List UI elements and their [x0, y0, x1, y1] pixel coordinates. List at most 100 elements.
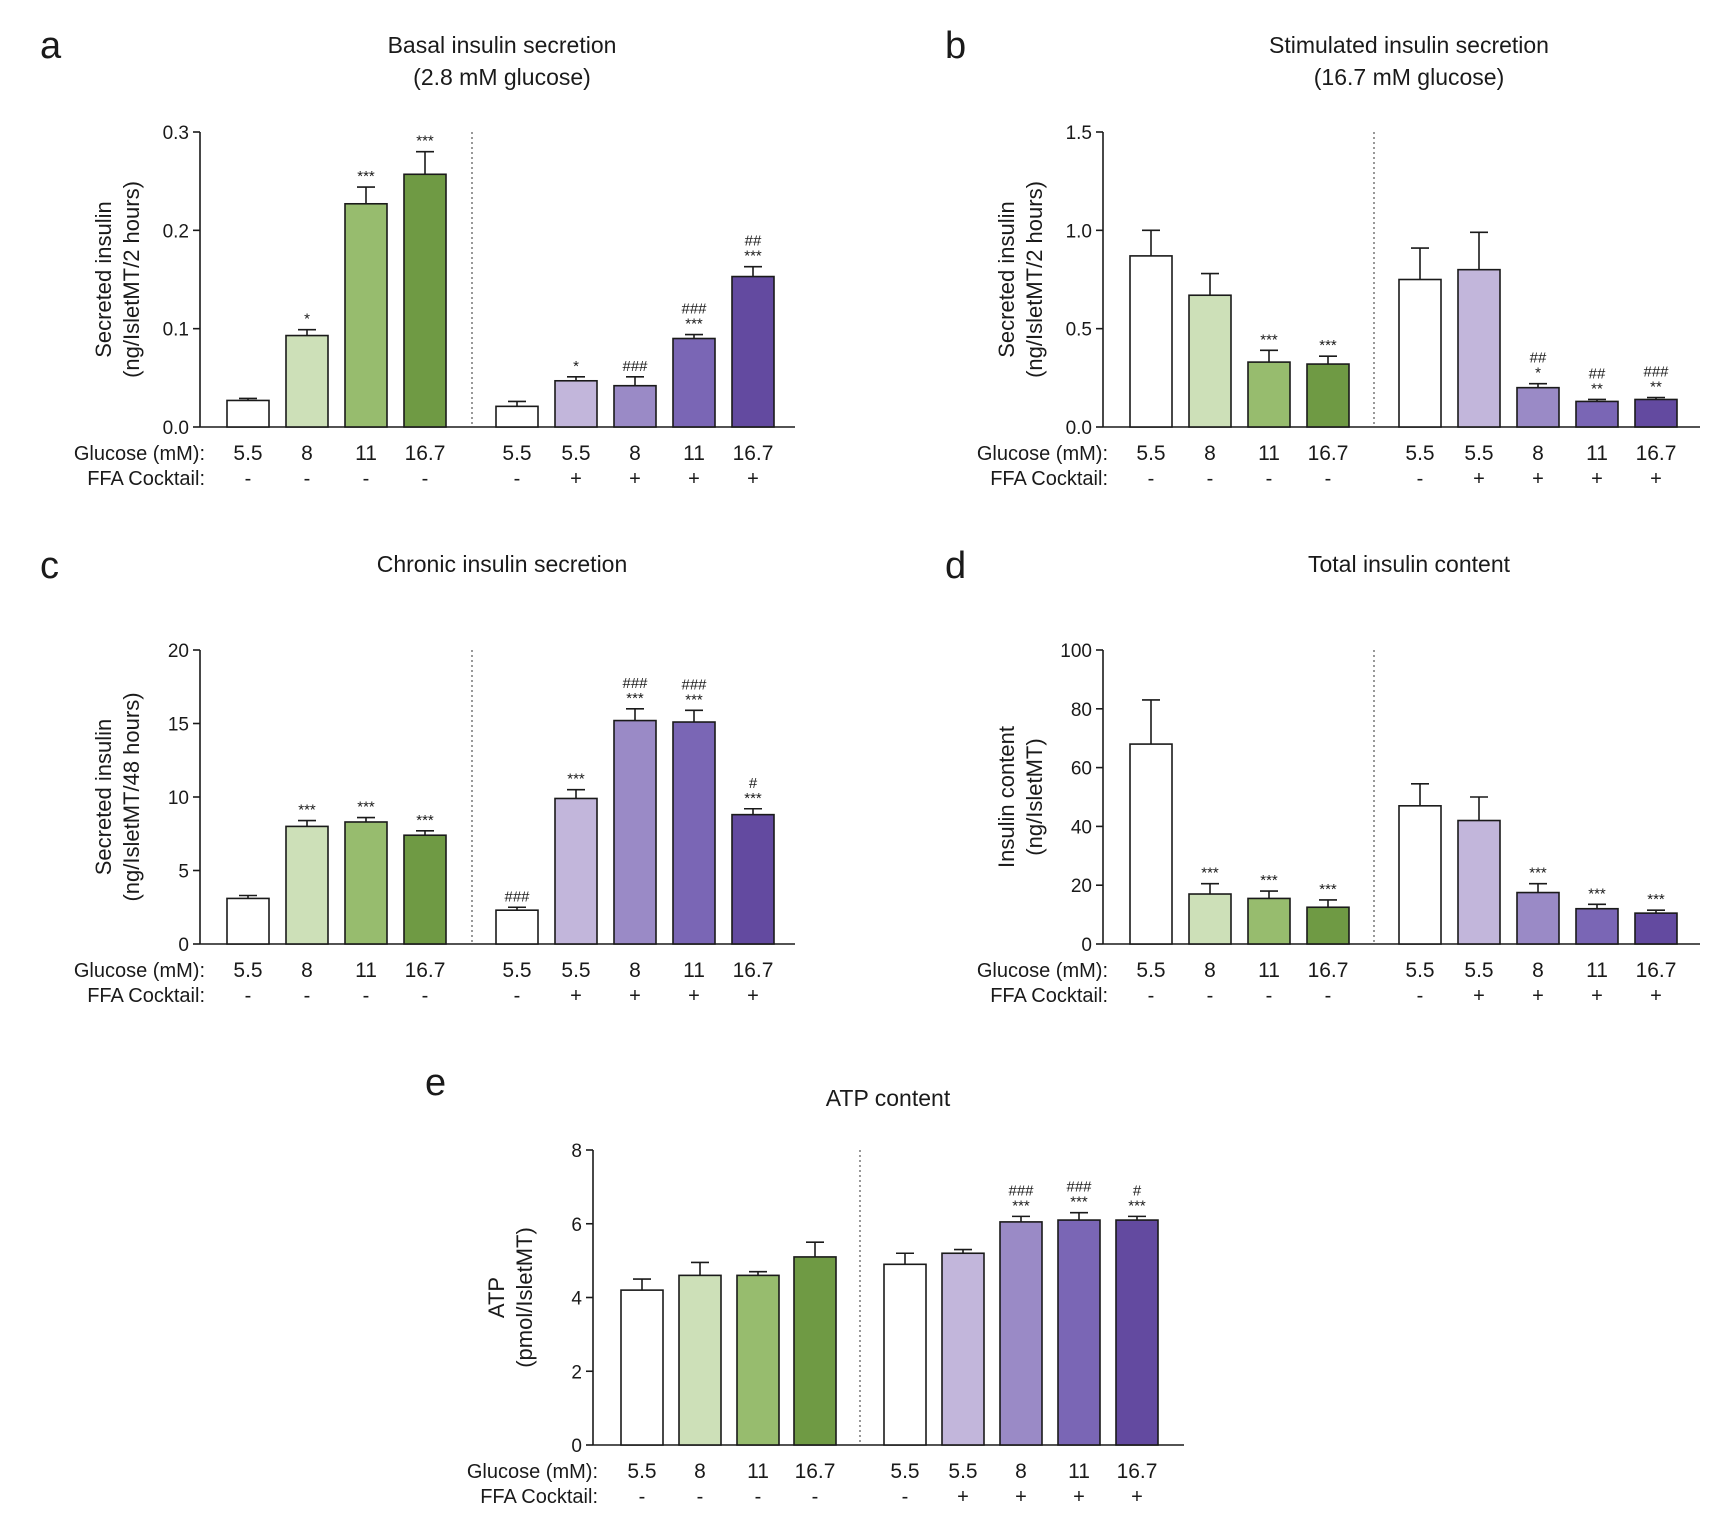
- significance-star: *: [304, 311, 310, 328]
- significance-hash: ###: [681, 301, 707, 318]
- glucose-level-label: 8: [1532, 959, 1544, 982]
- ffa-flag-label: -: [245, 468, 252, 490]
- ffa-flag-label: -: [1417, 468, 1424, 490]
- glucose-level-label: 5.5: [1136, 959, 1165, 982]
- y-tick-label: 0: [1081, 935, 1092, 956]
- glucose-row-label: Glucose (mM):: [74, 443, 205, 465]
- chart-title: (16.7 mM glucose): [1314, 64, 1504, 90]
- y-tick-label: 0.0: [1066, 418, 1092, 439]
- glucose-level-label: 16.7: [795, 1460, 836, 1483]
- bar: [1247, 361, 1291, 428]
- glucose-level-label: 16.7: [1117, 1460, 1158, 1483]
- glucose-level-label: 16.7: [405, 442, 446, 465]
- significance-hash: ###: [1643, 364, 1669, 381]
- bar: [1575, 907, 1619, 945]
- ffa-flag-label: +: [570, 985, 582, 1007]
- bar: [495, 909, 539, 945]
- significance-star: ***: [1588, 885, 1606, 902]
- bar: [1575, 400, 1619, 428]
- bar: [1457, 819, 1501, 945]
- significance-star: ***: [416, 812, 434, 829]
- ffa-flag-label: -: [1207, 985, 1214, 1007]
- significance-hash: ###: [681, 676, 707, 693]
- significance-star: ***: [567, 771, 585, 788]
- y-tick-label: 1.5: [1066, 123, 1092, 144]
- panel-letter: e: [425, 1062, 446, 1104]
- y-tick-label: 2: [571, 1362, 582, 1383]
- significance-star: ***: [357, 799, 375, 816]
- bar: [672, 721, 716, 945]
- ffa-flag-label: +: [629, 468, 641, 490]
- bar: [613, 384, 657, 428]
- ffa-flag-label: +: [570, 468, 582, 490]
- ffa-flag-label: +: [747, 468, 759, 490]
- ffa-row-label: FFA Cocktail:: [87, 985, 205, 1007]
- ffa-flag-label: -: [363, 468, 370, 490]
- ffa-flag-label: +: [1532, 985, 1544, 1007]
- significance-hash: ##: [1530, 350, 1547, 367]
- glucose-row-label: Glucose (mM):: [977, 443, 1108, 465]
- ffa-flag-label: -: [363, 985, 370, 1007]
- bar: [1306, 363, 1350, 428]
- significance-star: ***: [1647, 891, 1665, 908]
- significance-star: ***: [357, 168, 375, 185]
- bar: [883, 1263, 927, 1446]
- glucose-level-label: 5.5: [1405, 442, 1434, 465]
- ffa-flag-label: +: [1473, 468, 1485, 490]
- significance-star: **: [1650, 379, 1662, 396]
- chart-title: (2.8 mM glucose): [413, 64, 591, 90]
- bar: [613, 719, 657, 945]
- ffa-flag-label: -: [639, 1486, 646, 1508]
- glucose-level-label: 11: [355, 442, 377, 465]
- bar: [1188, 893, 1232, 945]
- glucose-level-label: 5.5: [890, 1460, 919, 1483]
- bar: [793, 1256, 837, 1446]
- significance-hash: #: [1133, 1182, 1142, 1199]
- y-tick-label: 0: [178, 935, 189, 956]
- ffa-flag-label: -: [755, 1486, 762, 1508]
- significance-star: ***: [744, 790, 762, 807]
- bar: [403, 834, 447, 945]
- y-tick-label: 80: [1071, 700, 1092, 721]
- bar: [344, 821, 388, 945]
- y-tick-label: 6: [571, 1215, 582, 1236]
- significance-star: ***: [298, 802, 316, 819]
- significance-star: ***: [1012, 1197, 1030, 1214]
- bar: [554, 797, 598, 945]
- glucose-level-label: 11: [747, 1460, 769, 1483]
- ffa-flag-label: -: [1148, 468, 1155, 490]
- glucose-level-label: 8: [301, 442, 313, 465]
- significance-hash: ##: [1589, 365, 1606, 382]
- glucose-level-label: 11: [683, 959, 705, 982]
- glucose-level-label: 5.5: [627, 1460, 656, 1483]
- significance-hash: ###: [622, 675, 648, 692]
- ffa-flag-label: -: [514, 985, 521, 1007]
- chart-title: Basal insulin secretion: [388, 32, 617, 58]
- ffa-flag-label: +: [1650, 985, 1662, 1007]
- glucose-level-label: 8: [629, 442, 641, 465]
- glucose-level-label: 16.7: [1636, 442, 1677, 465]
- y-tick-label: 0.0: [163, 418, 189, 439]
- chart-title: ATP content: [826, 1085, 951, 1111]
- significance-star: ***: [685, 316, 703, 333]
- glucose-level-label: 8: [1015, 1460, 1027, 1483]
- glucose-level-label: 5.5: [502, 959, 531, 982]
- bar: [1115, 1219, 1159, 1446]
- y-tick-label: 10: [168, 788, 189, 809]
- ffa-flag-label: -: [1417, 985, 1424, 1007]
- significance-star: ***: [1070, 1194, 1088, 1211]
- y-axis-label: (pmol/IsletMT): [512, 1227, 537, 1368]
- bar: [672, 337, 716, 428]
- panel-letter: b: [945, 25, 966, 67]
- glucose-level-label: 16.7: [733, 959, 774, 982]
- significance-hash: ###: [1008, 1182, 1034, 1199]
- glucose-level-label: 11: [683, 442, 705, 465]
- bar: [1188, 294, 1232, 428]
- ffa-flag-label: +: [688, 468, 700, 490]
- glucose-level-label: 11: [1258, 442, 1280, 465]
- ffa-flag-label: -: [697, 1486, 704, 1508]
- ffa-flag-label: +: [688, 985, 700, 1007]
- significance-star: ***: [626, 690, 644, 707]
- ffa-row-label: FFA Cocktail:: [990, 468, 1108, 490]
- ffa-flag-label: -: [1266, 985, 1273, 1007]
